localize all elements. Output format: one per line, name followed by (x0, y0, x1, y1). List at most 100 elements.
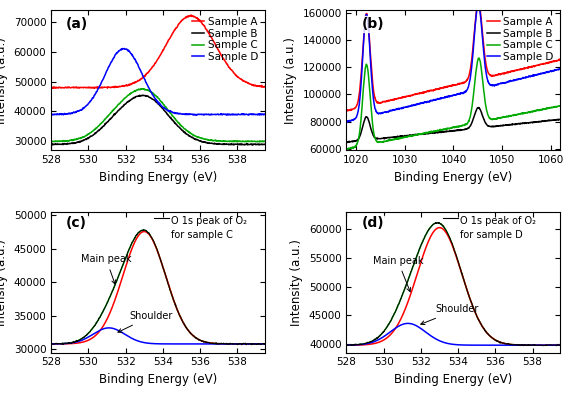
Sample C (257, 139, 263, 144)
Sample B (249, 143, 256, 147)
Sample D (192, 113, 199, 117)
Sample D (475, 2, 482, 7)
Text: O 1s peak of O₂
for sample D: O 1s peak of O₂ for sample D (460, 216, 536, 240)
X-axis label: Binding Energy (eV): Binding Energy (eV) (99, 171, 217, 184)
Sample A (343, 108, 350, 113)
Sample B (197, 138, 204, 143)
Sample A (50, 86, 56, 91)
Sample C (473, 64, 480, 69)
X-axis label: Binding Energy (eV): Binding Energy (eV) (394, 373, 513, 386)
Sample A (48, 85, 55, 89)
Line: Sample A: Sample A (51, 15, 274, 88)
Sample D (343, 119, 350, 124)
Sample C (480, 85, 486, 89)
Sample B (473, 107, 480, 112)
Text: Main peak: Main peak (373, 256, 423, 292)
Text: Shoulder: Shoulder (118, 311, 173, 332)
Line: Sample B: Sample B (51, 95, 274, 145)
Sample B (480, 115, 486, 120)
Sample C (356, 127, 363, 132)
Sample A (106, 85, 113, 90)
Sample D (344, 120, 351, 125)
Y-axis label: Intensity (a.u.): Intensity (a.u.) (290, 239, 303, 326)
Sample D (528, 74, 535, 78)
Sample D (119, 46, 126, 51)
Sample B (468, 122, 475, 127)
Sample D (48, 112, 55, 117)
Sample C (105, 113, 112, 118)
Sample D (271, 112, 278, 117)
Sample D (356, 96, 363, 101)
Y-axis label: Intensity (a.u.): Intensity (a.u.) (284, 37, 297, 124)
Sample B (136, 93, 143, 98)
Sample A (473, 7, 480, 12)
Sample B (528, 120, 535, 125)
Sample B (87, 134, 94, 138)
Sample B (48, 142, 55, 147)
Text: O 1s peak of O₂
for sample C: O 1s peak of O₂ for sample C (171, 216, 247, 240)
Sample A (475, 1, 482, 6)
Sample D (105, 65, 112, 69)
Sample B (557, 117, 564, 122)
Line: Sample D: Sample D (347, 4, 560, 122)
Sample D (87, 98, 94, 103)
Sample C (271, 139, 278, 144)
Sample C (138, 86, 145, 91)
Sample A (180, 17, 187, 22)
Sample D (557, 67, 564, 71)
Sample B (271, 142, 278, 147)
Sample B (343, 140, 350, 145)
Sample A (480, 39, 486, 44)
Sample B (506, 123, 513, 127)
Text: Shoulder: Shoulder (421, 305, 479, 325)
Sample C (468, 110, 475, 115)
Sample D (149, 92, 156, 97)
X-axis label: Binding Energy (eV): Binding Energy (eV) (99, 373, 217, 386)
Text: Main peak: Main peak (81, 254, 131, 284)
Sample B (180, 128, 187, 133)
Text: (d): (d) (361, 216, 384, 230)
Sample D (506, 79, 513, 84)
Sample C (87, 130, 94, 135)
Sample C (476, 56, 483, 60)
Sample C (149, 90, 156, 95)
Line: Sample D: Sample D (51, 48, 274, 115)
Sample C (557, 103, 564, 108)
Y-axis label: Intensity (a.u.): Intensity (a.u.) (0, 37, 8, 124)
Sample B (216, 142, 223, 147)
Sample A (271, 85, 278, 89)
Text: (c): (c) (66, 216, 87, 230)
Line: Sample A: Sample A (347, 3, 560, 111)
Sample C (180, 125, 187, 130)
Line: Sample C: Sample C (51, 89, 274, 142)
Sample A (149, 64, 156, 69)
Line: Sample C: Sample C (347, 58, 560, 149)
Sample D (217, 112, 224, 117)
Sample A (197, 20, 204, 24)
Sample B (356, 134, 363, 138)
Sample D (473, 9, 480, 13)
Sample A (557, 58, 564, 63)
Sample C (197, 136, 204, 140)
Y-axis label: Intensity (a.u.): Intensity (a.u.) (0, 239, 8, 326)
Sample A (468, 62, 475, 67)
Sample A (528, 64, 535, 69)
Legend: Sample A, Sample B, Sample C, Sample D: Sample A, Sample B, Sample C, Sample D (485, 15, 555, 64)
Sample B (105, 118, 112, 123)
Sample C (48, 139, 55, 143)
Line: Sample B: Sample B (347, 108, 560, 143)
Sample D (180, 112, 187, 116)
Sample A (217, 51, 224, 56)
Sample C (528, 110, 535, 114)
Sample C (216, 138, 223, 143)
X-axis label: Binding Energy (eV): Binding Energy (eV) (394, 171, 513, 184)
Legend: Sample A, Sample B, Sample C, Sample D: Sample A, Sample B, Sample C, Sample D (190, 15, 260, 64)
Sample A (188, 13, 195, 18)
Sample D (468, 71, 475, 76)
Sample B (149, 97, 156, 102)
Sample B (344, 140, 351, 145)
Sample D (480, 46, 486, 50)
Text: (b): (b) (361, 17, 384, 31)
Sample C (345, 147, 352, 151)
Text: (a): (a) (66, 17, 88, 31)
